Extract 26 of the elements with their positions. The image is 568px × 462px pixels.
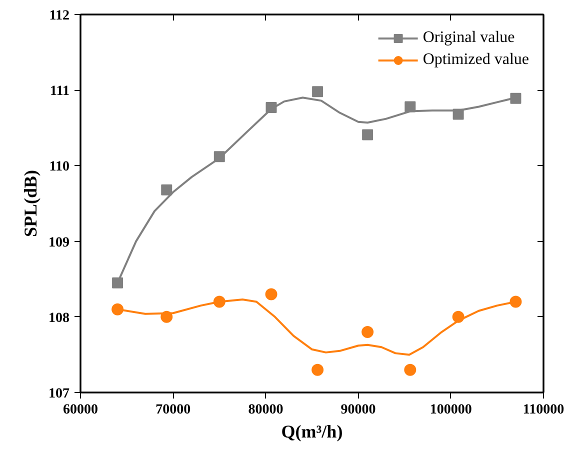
x-tick-label: 110000 bbox=[522, 402, 564, 418]
y-tick-label: 111 bbox=[50, 84, 70, 100]
point bbox=[510, 92, 522, 104]
point bbox=[362, 326, 374, 338]
point bbox=[161, 184, 172, 196]
x-tick-label: 60000 bbox=[63, 402, 98, 418]
y-tick-label: 108 bbox=[48, 310, 70, 326]
y-tick-label: 107 bbox=[48, 386, 70, 402]
legend-label: Optimized value bbox=[422, 51, 529, 69]
y-tick-label: 112 bbox=[49, 8, 70, 24]
point bbox=[265, 288, 278, 300]
y-tick-label: 110 bbox=[49, 160, 70, 175]
point bbox=[404, 364, 416, 376]
legend-label: Original value bbox=[422, 29, 515, 47]
x-tick-label: 70000 bbox=[156, 402, 191, 418]
x-tick-label: 90000 bbox=[340, 402, 376, 418]
y-tick-label: 109 bbox=[48, 235, 70, 250]
point bbox=[312, 364, 324, 376]
point bbox=[112, 277, 124, 288]
x-axis-title: Q(m³/h) bbox=[281, 422, 343, 442]
x-tick-label: 80000 bbox=[248, 402, 284, 418]
point bbox=[312, 86, 324, 98]
y-axis-title: SPL(dB) bbox=[20, 170, 40, 238]
x-tick-label: 100000 bbox=[430, 402, 472, 418]
point bbox=[362, 129, 374, 140]
point bbox=[112, 303, 124, 316]
